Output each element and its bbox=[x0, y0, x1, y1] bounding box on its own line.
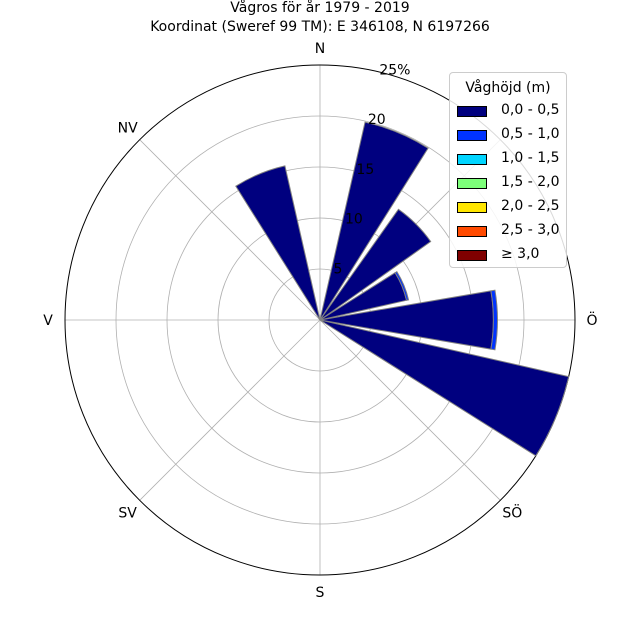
legend-label: 0,5 - 1,0 bbox=[501, 126, 560, 142]
radial-tick-label: 10 bbox=[345, 212, 363, 228]
chart-title: Vågros för år 1979 - 2019 bbox=[230, 0, 410, 16]
legend-swatch bbox=[457, 202, 487, 213]
legend-label: 1,0 - 1,5 bbox=[501, 150, 560, 166]
direction-label: SÖ bbox=[502, 503, 522, 521]
bar-Ö bbox=[490, 289, 498, 351]
grid-spoke bbox=[139, 139, 321, 321]
direction-label: S bbox=[316, 585, 325, 601]
bar-ÖNÖ bbox=[394, 270, 410, 301]
legend-item: 1,0 - 1,5 bbox=[450, 146, 566, 170]
chart-subtitle: Koordinat (Sweref 99 TM): E 346108, N 61… bbox=[150, 19, 490, 35]
radial-tick-label: 25% bbox=[379, 63, 410, 79]
legend-item: 2,5 - 3,0 bbox=[450, 218, 566, 242]
legend-item: 2,0 - 2,5 bbox=[450, 194, 566, 218]
legend-label: 0,0 - 0,5 bbox=[501, 102, 560, 118]
legend-swatch bbox=[457, 130, 487, 141]
labels-layer: 5 10 15 20 25% N NV V SV S SÖ Ö bbox=[43, 41, 597, 601]
legend-item: 0,0 - 0,5 bbox=[450, 98, 566, 122]
direction-label: SV bbox=[118, 505, 137, 521]
legend-item: 0,5 - 1,0 bbox=[450, 122, 566, 146]
legend-swatch bbox=[457, 178, 487, 189]
grid-spoke bbox=[319, 319, 501, 501]
bar-NNV bbox=[235, 165, 321, 321]
legend-items: 0,0 - 0,5 0,5 - 1,0 1,0 - 1,5 1,5 - 2,0 2,0 … bbox=[450, 98, 566, 266]
legend-label: 2,0 - 2,5 bbox=[501, 198, 560, 214]
radial-tick-label: 15 bbox=[356, 162, 374, 178]
direction-label: V bbox=[43, 313, 53, 329]
bar-NNÖ bbox=[319, 121, 429, 321]
legend: Våghöjd (m) 0,0 - 0,5 0,5 - 1,0 1,0 - 1,5 1… bbox=[449, 72, 567, 268]
radial-tick-label: 5 bbox=[333, 261, 342, 277]
legend-swatch bbox=[457, 154, 487, 165]
legend-title: Våghöjd (m) bbox=[465, 80, 551, 96]
bars-layer bbox=[235, 121, 570, 457]
direction-label: NV bbox=[118, 121, 138, 137]
bar-NÖ bbox=[319, 208, 432, 321]
direction-label: N bbox=[315, 41, 325, 57]
bar-ÖSÖ bbox=[319, 319, 570, 457]
legend-item: 1,5 - 2,0 bbox=[450, 170, 566, 194]
legend-label: 2,5 - 3,0 bbox=[501, 222, 560, 238]
legend-item: ≥ 3,0 bbox=[450, 242, 566, 266]
direction-label: Ö bbox=[586, 311, 597, 329]
legend-swatch bbox=[457, 250, 487, 261]
outer-circle bbox=[64, 64, 576, 576]
legend-label: 1,5 - 2,0 bbox=[501, 174, 560, 190]
grid-spoke bbox=[139, 319, 321, 501]
legend-swatch bbox=[457, 226, 487, 237]
legend-swatch bbox=[457, 106, 487, 117]
legend-label: ≥ 3,0 bbox=[501, 246, 540, 262]
radial-tick-label: 20 bbox=[368, 112, 386, 128]
